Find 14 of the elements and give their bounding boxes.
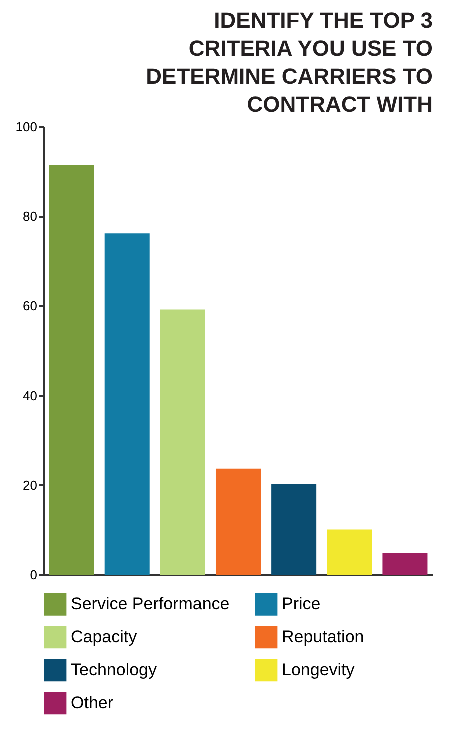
legend-label: Technology bbox=[71, 660, 158, 680]
legend-label: Price bbox=[282, 594, 321, 614]
y-tick-label: 0 bbox=[30, 568, 38, 582]
legend-label: Longevity bbox=[282, 660, 356, 680]
legend-label: Other bbox=[71, 694, 114, 712]
y-tick-label: 100 bbox=[16, 120, 38, 134]
legend-label: Capacity bbox=[71, 628, 138, 646]
y-tick-label: 40 bbox=[23, 388, 38, 404]
y-tick-label: 20 bbox=[23, 478, 38, 493]
y-tick-label: 80 bbox=[23, 209, 38, 224]
legend-label: Reputation bbox=[282, 628, 364, 646]
chart-title: IDENTIFY THE TOP 3 CRITERIA YOU USE TO DETERMINE CARRIERS TO CONTRACT WITH bbox=[146, 8, 433, 117]
legend-label: Service Performance bbox=[71, 594, 230, 614]
y-tick-label: 60 bbox=[23, 298, 38, 314]
